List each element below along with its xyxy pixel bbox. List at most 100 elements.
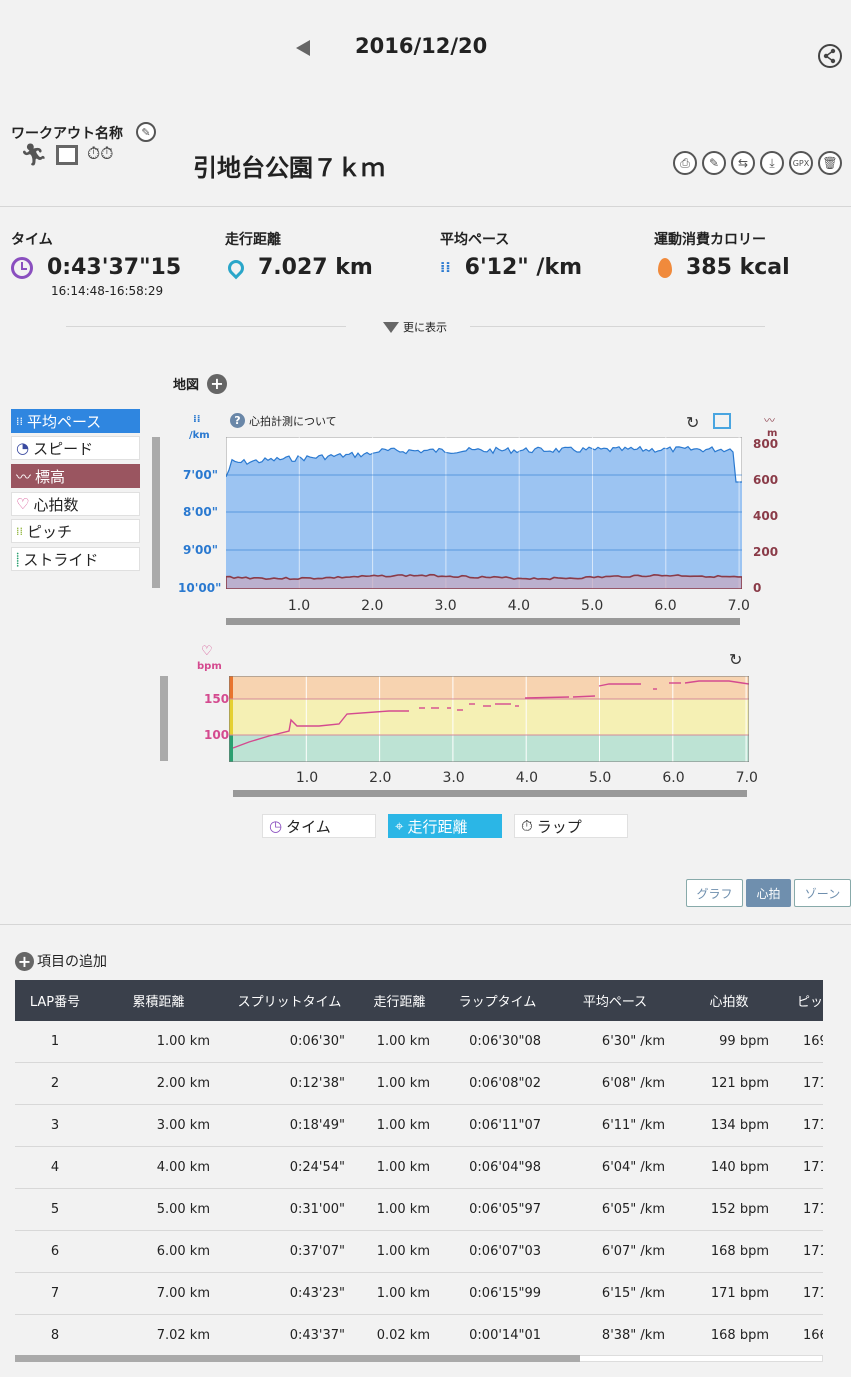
table-row: 5 5.00 km 0:31'00" 1.00 km 0:06'05"97 6'05" /…: [15, 1188, 823, 1231]
chart-scrollbar[interactable]: [152, 437, 160, 588]
x-tick: 1.0: [287, 598, 311, 614]
legend-speed-label: スピード: [33, 439, 94, 458]
stat-pace-value: 6'12" /km: [464, 255, 583, 280]
table-scrollbar[interactable]: [15, 1355, 580, 1362]
table-cell: 1.00 km: [357, 1230, 442, 1273]
hr-info-icon[interactable]: ?: [230, 413, 245, 428]
stat-time-range: 16:14:48-16:58:29: [51, 284, 164, 298]
table-cell: 1.00 km: [357, 1021, 442, 1063]
stat-time-label: タイム: [11, 232, 53, 248]
table-cell: 169: [781, 1021, 823, 1063]
table-row: 2 2.00 km 0:12'38" 1.00 km 0:06'08"02 6'08" /…: [15, 1062, 823, 1105]
col-lap: LAP番号: [15, 980, 95, 1021]
legend-pace[interactable]: ⁞⁞ 平均ペース: [11, 409, 140, 433]
footsteps-icon: ⁞⁞: [16, 414, 23, 428]
table-cell: 171: [781, 1272, 823, 1315]
table-cell: 0:43'37": [222, 1314, 357, 1354]
table-cell: 5.00 km: [95, 1188, 222, 1231]
elev-tick: 800: [753, 437, 779, 451]
sync-button[interactable]: ⇆: [731, 151, 755, 175]
tab-zone[interactable]: ゾーン: [794, 879, 851, 907]
x-tick: 6.0: [654, 598, 677, 614]
x-tick: 3.0: [434, 598, 457, 614]
hr-range-scrollbar[interactable]: [233, 790, 747, 797]
table-cell: 0:31'00": [222, 1188, 357, 1231]
x-axis-distance-button[interactable]: ⌖ 走行距離: [388, 814, 502, 838]
table-cell: 1: [15, 1021, 95, 1063]
edit-button[interactable]: ✎: [702, 151, 726, 175]
pace-tick: 7'00": [183, 468, 218, 482]
x-tick: 2.0: [361, 598, 384, 614]
delete-button[interactable]: 🗑︎: [818, 151, 842, 175]
hr-chart-scrollbar[interactable]: [160, 676, 168, 761]
elevation-unit: m: [767, 428, 778, 439]
zoom-select-icon[interactable]: [713, 413, 731, 429]
hr-unit: bpm: [197, 661, 222, 672]
print-button[interactable]: ⎙: [673, 151, 697, 175]
table-cell: 7.02 km: [95, 1314, 222, 1354]
triangle-down-icon: [383, 321, 399, 333]
hr-info-link[interactable]: 心拍計測について: [249, 415, 337, 428]
table-cell: 134 bpm: [677, 1104, 781, 1147]
table-cell: 6'04" /km: [553, 1146, 677, 1189]
add-item-button[interactable]: + 項目の追加: [15, 951, 107, 971]
table-cell: 3: [15, 1104, 95, 1147]
download-icon: ⤓: [769, 155, 775, 170]
table-cell: 0:06'05"97: [442, 1188, 553, 1231]
legend-stride[interactable]: ⸽ ストライド: [11, 547, 140, 571]
table-row: 1 1.00 km 0:06'30" 1.00 km 0:06'30"08 6'30" /…: [15, 1021, 823, 1063]
reset-zoom-icon[interactable]: ↻: [686, 413, 700, 432]
x-axis-time-button[interactable]: ◷ タイム: [262, 814, 376, 838]
map-expand-button[interactable]: +: [207, 374, 227, 394]
show-more-button[interactable]: 更に表示: [383, 319, 447, 335]
col-cumulative-distance: 累積距離: [95, 980, 222, 1021]
stat-calories-label: 運動消費カロリー: [654, 232, 766, 248]
legend-heart-rate[interactable]: ♡ 心拍数: [11, 492, 140, 516]
stat-pace-label: 平均ペース: [440, 232, 510, 248]
table-cell: 0:24'54": [222, 1146, 357, 1189]
table-cell: 6'07" /km: [553, 1230, 677, 1273]
gauge-icon: ◔: [16, 439, 30, 457]
prev-date-arrow[interactable]: [296, 40, 310, 56]
divider: [0, 924, 851, 925]
table-cell: 7.00 km: [95, 1272, 222, 1315]
tab-heart-rate[interactable]: 心拍: [746, 879, 791, 907]
stride-icon: ⸽: [16, 553, 20, 568]
table-row: 3 3.00 km 0:18'49" 1.00 km 0:06'11"07 6'11" /…: [15, 1104, 823, 1147]
workout-title: 引地台公園７ｋｍ: [193, 154, 385, 182]
tab-graph[interactable]: グラフ: [686, 879, 743, 907]
col-distance: 走行距離: [357, 980, 442, 1021]
x-axis-time-label: タイム: [286, 817, 331, 836]
divider: [0, 206, 851, 207]
pace-range-scrollbar[interactable]: [226, 618, 740, 625]
table-cell: 0.02 km: [357, 1314, 442, 1354]
x-axis-lap-button[interactable]: ⏱ ラップ: [514, 814, 628, 838]
elevation-unit-icon: 〰: [764, 414, 775, 427]
elevation-icon: 〰: [16, 467, 32, 486]
x-tick: 7.0: [735, 770, 758, 786]
edit-name-button[interactable]: ✎: [136, 122, 156, 142]
hr-chart[interactable]: [229, 676, 749, 762]
download-button[interactable]: ⤓: [760, 151, 784, 175]
clock-icon: [11, 256, 33, 279]
x-tick: 7.0: [727, 598, 750, 614]
pace-chart[interactable]: [226, 437, 742, 589]
legend-stride-label: ストライド: [23, 550, 99, 569]
plus-icon: +: [210, 374, 224, 393]
table-cell: 6'08" /km: [553, 1062, 677, 1105]
legend-pitch[interactable]: ⁞⁞ ピッチ: [11, 519, 140, 543]
hr-tick: 150: [204, 692, 230, 706]
share-button[interactable]: [818, 44, 842, 68]
stopwatch-icon: ⏱: [521, 817, 533, 835]
table-cell: 6'15" /km: [553, 1272, 677, 1315]
table-cell: 6'11" /km: [553, 1104, 677, 1147]
hr-reset-zoom-icon[interactable]: ↻: [729, 650, 743, 669]
legend-speed[interactable]: ◔ スピード: [11, 436, 140, 460]
map-label: 地図: [173, 378, 200, 393]
gpx-export-button[interactable]: GPX: [789, 151, 813, 175]
legend-elevation[interactable]: 〰標高: [11, 464, 140, 488]
pace-line: [226, 445, 742, 483]
x-tick: 5.0: [589, 770, 612, 786]
heart-icon: ♡: [16, 495, 30, 513]
table-cell: 0:18'49": [222, 1104, 357, 1147]
